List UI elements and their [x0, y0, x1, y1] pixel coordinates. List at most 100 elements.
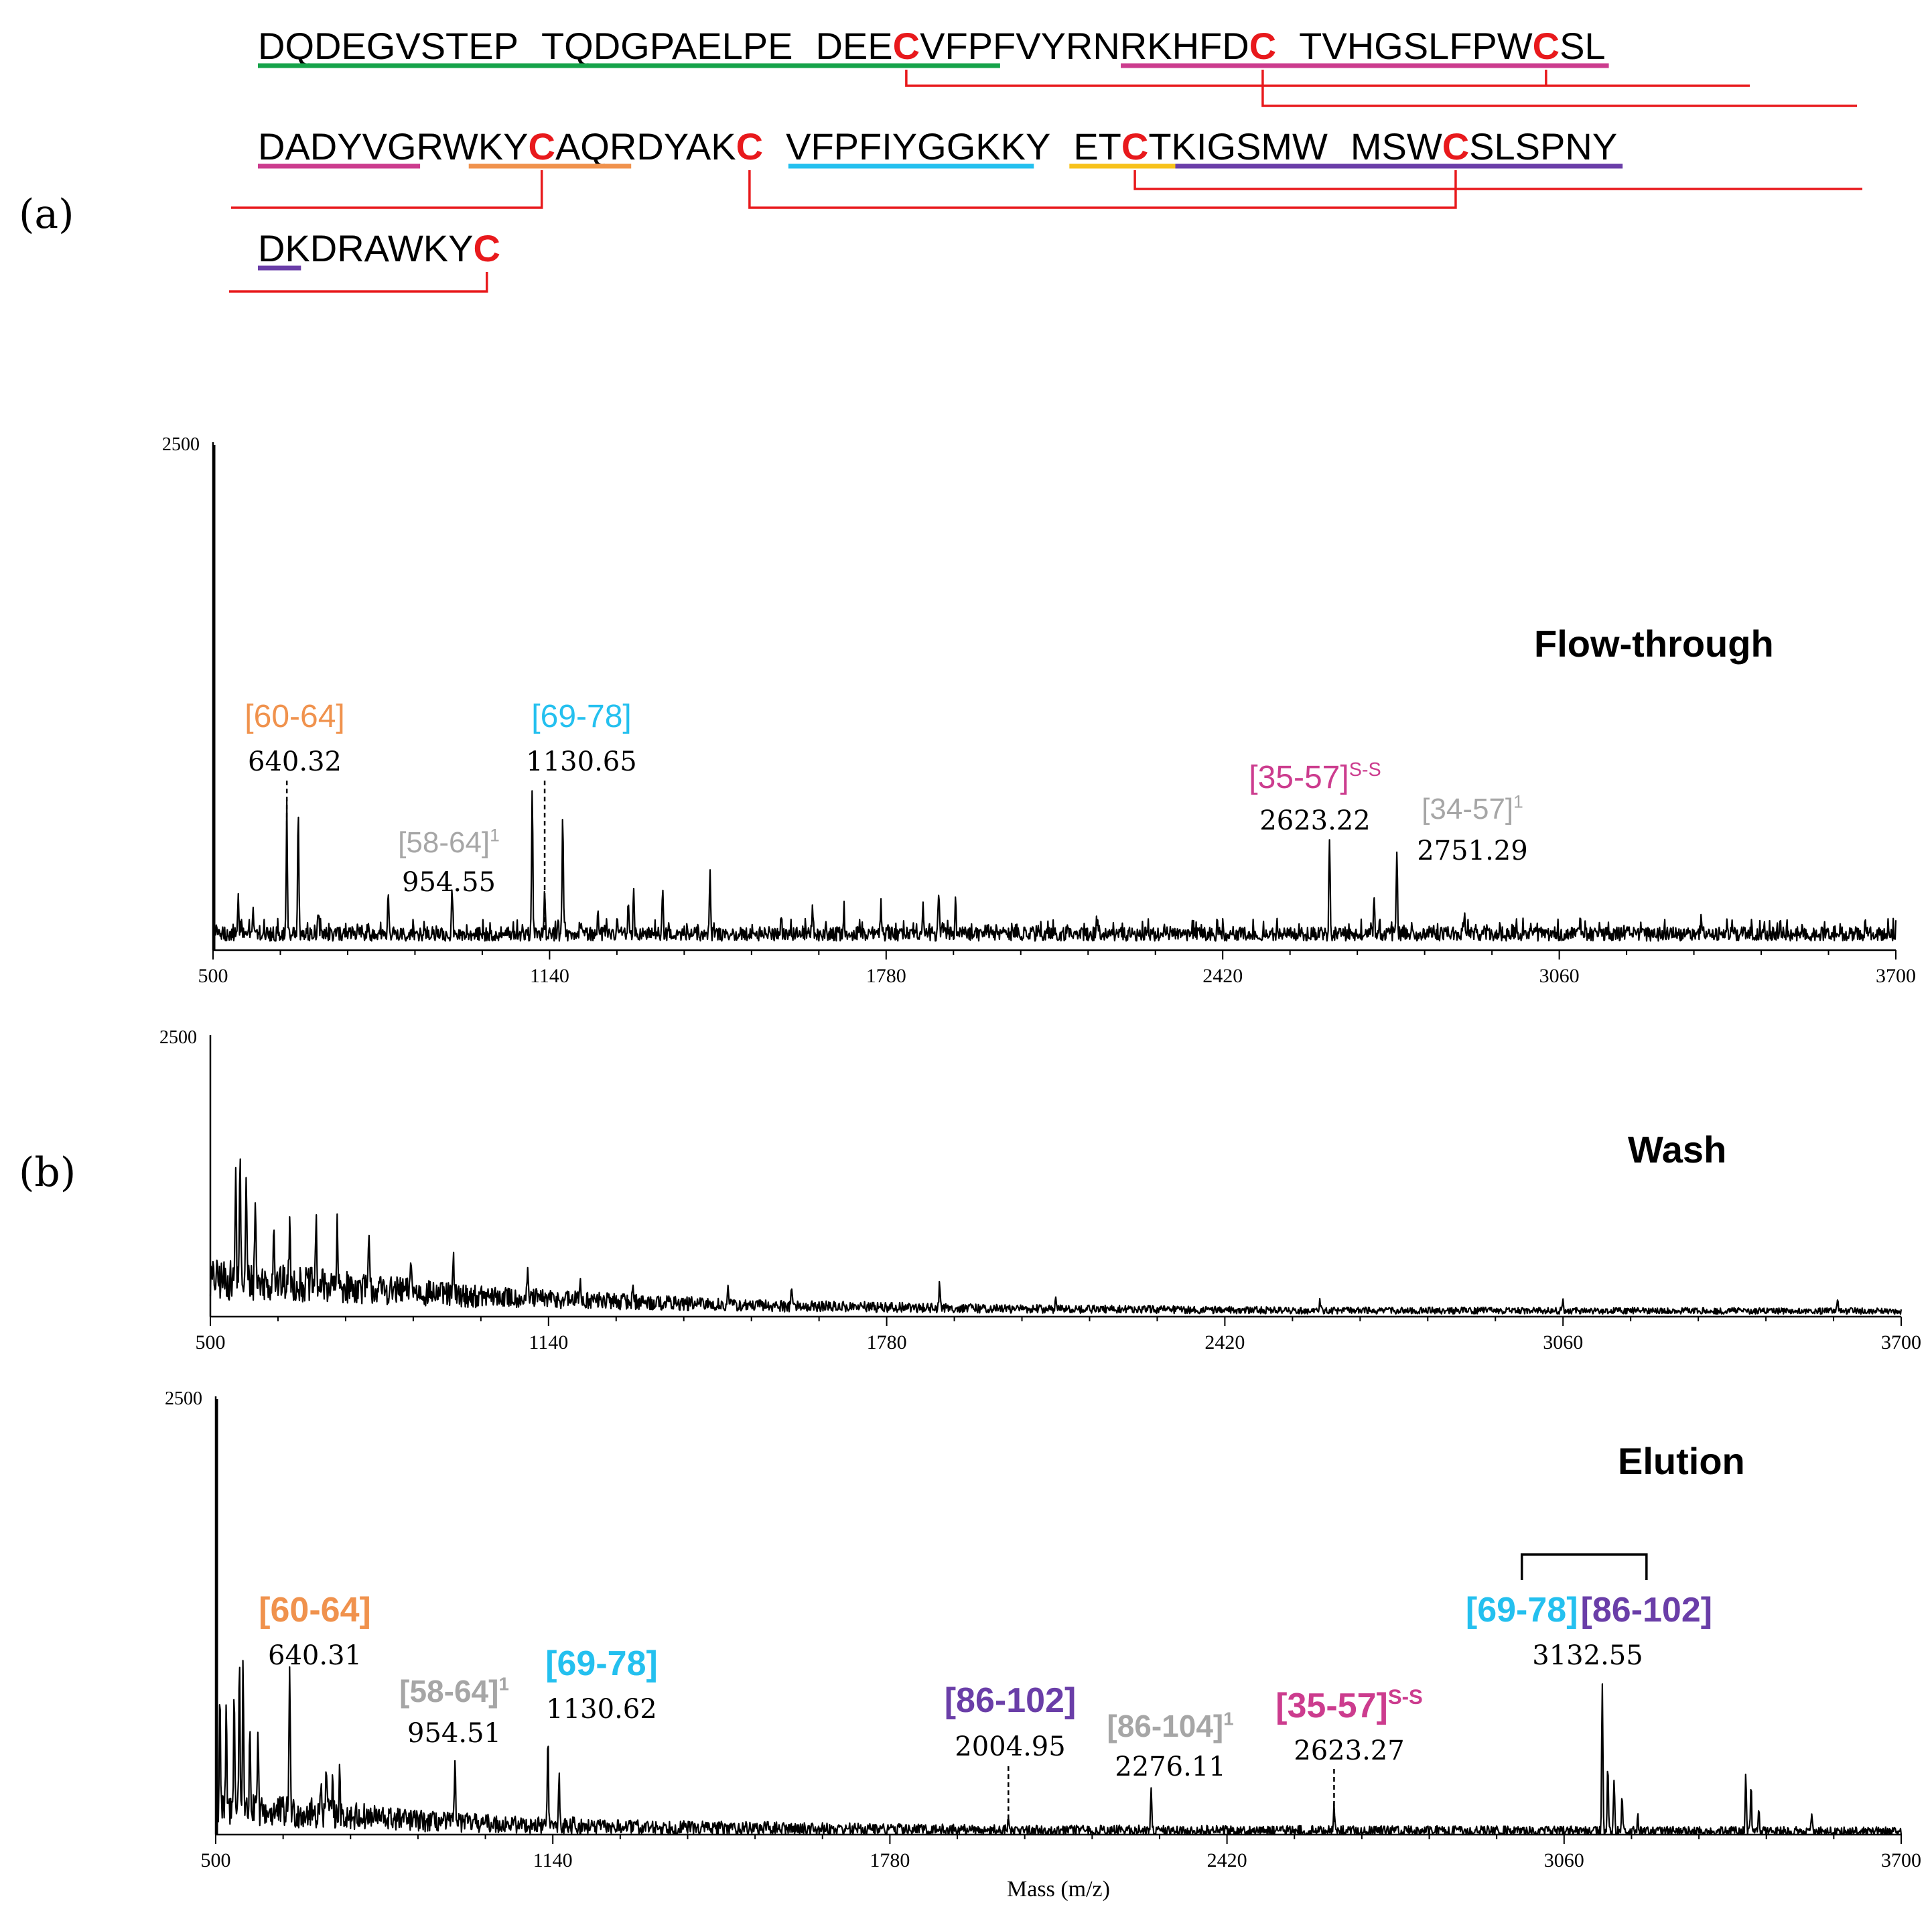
peak-mass-value: 640.31	[268, 1640, 362, 1671]
peak-annotation: [58-64]1 954.51	[399, 1674, 509, 1749]
cysteine-residue: C	[893, 25, 920, 67]
peak-mass-value: 1130.65	[526, 746, 636, 777]
cysteine-residue: C	[1533, 25, 1560, 67]
peak-annotation: [34-57]1 2751.29	[1417, 791, 1527, 866]
peak-mass-value: 640.32	[248, 746, 342, 777]
peak-label-text: [86-104]	[1107, 1709, 1223, 1743]
disulfide-bond	[229, 272, 487, 291]
cysteine-residue: C	[736, 125, 763, 168]
peak-annotation: [86-104]1 2276.11	[1107, 1709, 1233, 1782]
peak-label: [58-64]1	[398, 825, 500, 859]
cysteine-residue: C	[1442, 125, 1469, 168]
sequence-segment: FPFIYGGKKY	[811, 125, 1050, 168]
disulfide-bond	[1135, 170, 1862, 189]
sequence-segment: DADYVGRWKY	[258, 125, 528, 168]
peak-label: [69-78]	[545, 1644, 658, 1683]
y-tick-label: 2500	[159, 1027, 197, 1048]
panel-label-b: (b)	[19, 1149, 76, 1196]
sequence-segment: HGSLFPW	[1347, 25, 1533, 67]
peak-label: [86-104]1	[1107, 1709, 1233, 1743]
sequence-segment: SL	[1560, 25, 1606, 67]
disulfide-bond	[906, 70, 1750, 86]
spectrum-trace	[210, 1159, 1901, 1314]
x-tick-label: 3060	[1544, 1849, 1584, 1871]
x-tick-label: 1140	[533, 1849, 573, 1871]
sequence-segment: TQDGPAELPE	[541, 25, 793, 67]
peak-annotation: [35-57]S-S 2623.27	[1275, 1685, 1423, 1823]
peak-label: [35-57]S-S	[1275, 1685, 1423, 1725]
x-tick-label: 3060	[1539, 965, 1580, 987]
sequence-segment: TKIGSMW	[1148, 125, 1328, 168]
cysteine-residue: C	[528, 125, 555, 168]
peak-label: [60-64]	[259, 1591, 371, 1630]
sequence-segment: AQRDYAK	[555, 125, 736, 168]
spectrum-title: Elution	[1618, 1440, 1745, 1482]
x-tick-label: 1780	[867, 1331, 907, 1353]
peak-label: [69-78]	[1466, 1591, 1578, 1630]
peak-annotation: [58-64]1 954.55	[398, 825, 500, 898]
x-tick-label: 500	[196, 1331, 226, 1353]
peak-annotation: [69-78][86-102]3132.55	[1466, 1555, 1712, 1671]
cysteine-residue: C	[1121, 125, 1148, 168]
peak-mass-value: 3132.55	[1532, 1640, 1643, 1671]
sequence-segment: RNRKHFD	[1066, 25, 1249, 67]
peak-label-text: [35-57]	[1249, 760, 1349, 795]
peak-label: [69-78]	[531, 699, 631, 734]
x-tick-label: 3700	[1881, 1331, 1921, 1353]
peak-label-superscript: 1	[1513, 791, 1523, 811]
peak-mass-value: 1130.62	[546, 1694, 657, 1725]
peak-label-text: [58-64]	[399, 1674, 498, 1709]
sequence-segment: DQDEGVSTEP	[258, 25, 519, 67]
disulfide-bond	[1263, 70, 1857, 106]
sequence-segment: ET	[1073, 125, 1121, 168]
x-tick-label: 2420	[1204, 1331, 1245, 1353]
peak-label-text: [69-78]	[545, 1644, 658, 1683]
sequence-segment: VFPFVY	[920, 25, 1066, 67]
peak-annotation: [86-102]2004.95	[945, 1681, 1077, 1823]
x-tick-label: 500	[198, 965, 228, 987]
peak-label-superscript: S-S	[1388, 1685, 1423, 1709]
sequence-segment: DEE	[815, 25, 892, 67]
x-tick-label: 2420	[1207, 1849, 1247, 1871]
x-tick-label: 1140	[530, 965, 569, 987]
peak-label-text: [58-64]	[398, 826, 490, 859]
cysteine-residue: C	[1249, 25, 1276, 67]
peak-annotation: [60-64] 640.31	[259, 1591, 371, 1671]
disulfide-bond	[231, 170, 542, 208]
y-tick-label: 2500	[165, 1388, 202, 1409]
sequence-segment: DKDRAWKY	[258, 227, 474, 269]
peak-label: [34-57]1	[1422, 791, 1523, 825]
peak-label: [86-102]	[945, 1681, 1077, 1720]
peak-label: [58-64]1	[399, 1674, 509, 1709]
sequence-segment: SLSPNY	[1469, 125, 1617, 168]
peak-label-superscript: 1	[498, 1674, 508, 1695]
peak-label: [35-57]S-S	[1249, 759, 1381, 795]
peak-mass-value: 2276.11	[1115, 1751, 1225, 1782]
peak-annotation: [60-64] 640.32	[245, 699, 344, 825]
y-tick-label: 2500	[162, 434, 200, 455]
x-tick-label: 3700	[1881, 1849, 1921, 1871]
peak-mass-value: 2751.29	[1417, 836, 1527, 866]
peak-annotation: [69-78] 1130.62	[545, 1644, 658, 1725]
spectrum-trace	[213, 791, 1896, 941]
peak-label-text: [60-64]	[259, 1591, 371, 1630]
peak-mass-value: 954.51	[407, 1718, 501, 1749]
peak-label-text: [86-102]	[945, 1681, 1077, 1720]
peak-label-text: [69-78]	[531, 699, 631, 734]
peak-label-text: [60-64]	[245, 699, 344, 734]
peak-label-text: [35-57]	[1275, 1687, 1388, 1725]
spectrum-title: Flow-through	[1534, 622, 1774, 665]
peak-label-text: [34-57]	[1422, 793, 1513, 825]
peak-mass-value: 2623.27	[1294, 1735, 1404, 1766]
peak-mass-value: 954.55	[402, 867, 496, 898]
x-tick-label: 1140	[529, 1331, 568, 1353]
x-tick-label: 500	[201, 1849, 231, 1871]
x-tick-label: 1780	[866, 965, 906, 987]
x-tick-label: 3060	[1543, 1331, 1583, 1353]
